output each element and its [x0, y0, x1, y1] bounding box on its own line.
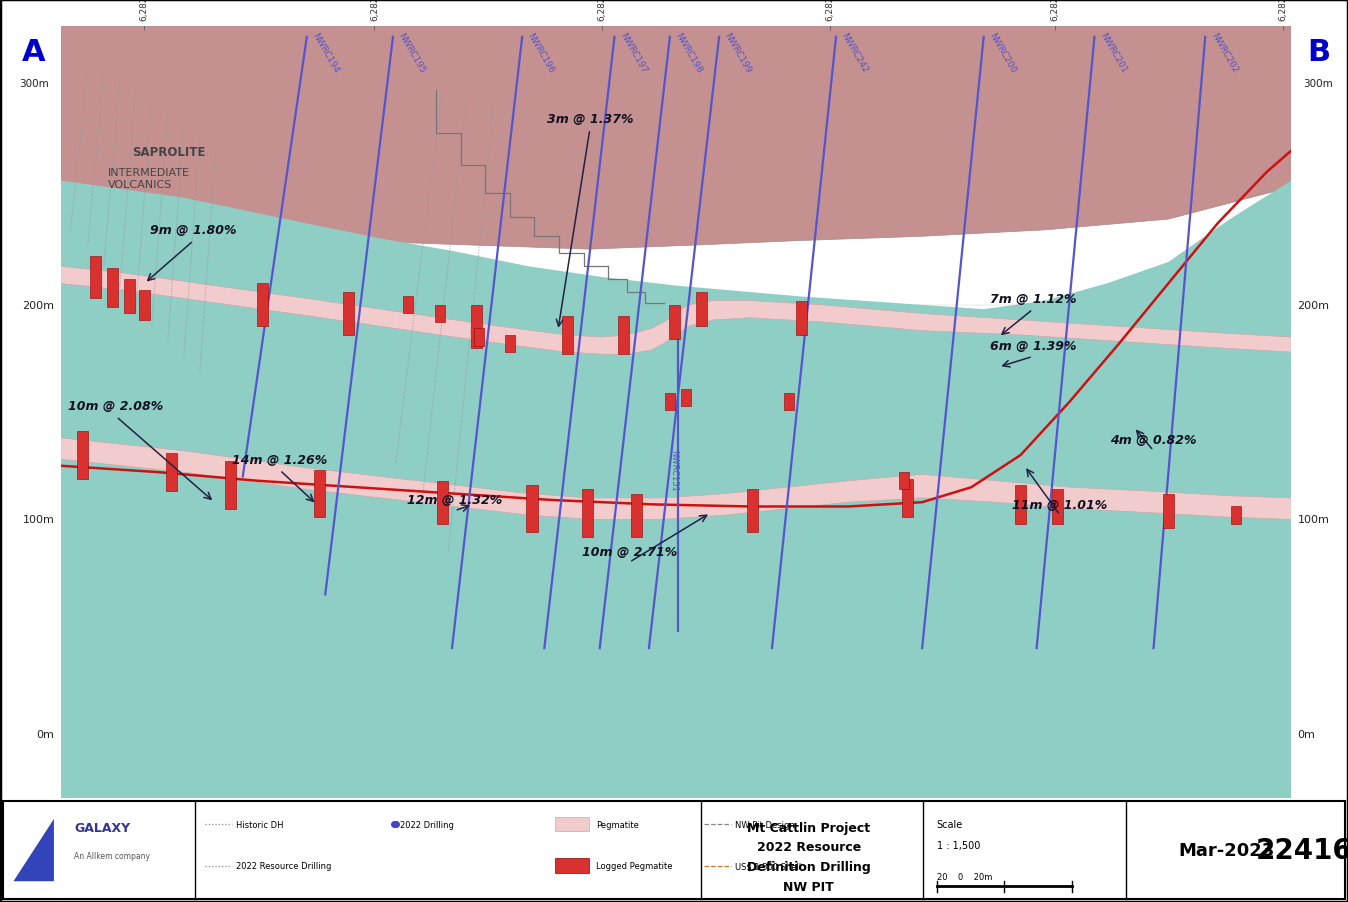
Bar: [1051, 490, 1064, 524]
Bar: [506, 336, 515, 353]
Text: US$ 1,500 Shell: US$ 1,500 Shell: [735, 861, 801, 870]
Text: SAPROLITE: SAPROLITE: [132, 145, 205, 159]
Text: Historic DH: Historic DH: [236, 820, 283, 829]
Bar: [555, 859, 589, 873]
Text: NW Pit Design: NW Pit Design: [735, 820, 794, 829]
Polygon shape: [61, 27, 1291, 250]
Text: 7m @ 1.12%: 7m @ 1.12%: [989, 292, 1076, 306]
Bar: [617, 317, 628, 354]
Text: 200m: 200m: [23, 300, 54, 310]
Text: NWRC201: NWRC201: [1099, 32, 1128, 74]
Text: INTERMEDIATE
VOLCANICS: INTERMEDIATE VOLCANICS: [108, 168, 190, 189]
Text: B: B: [1308, 38, 1330, 68]
Text: NWRC197: NWRC197: [619, 32, 648, 75]
Text: 6m @ 1.39%: 6m @ 1.39%: [989, 340, 1076, 353]
Text: NWRC200: NWRC200: [987, 32, 1018, 74]
Text: 11m @ 1.01%: 11m @ 1.01%: [1012, 498, 1108, 511]
Text: A: A: [22, 38, 46, 68]
Text: 4m @ 0.82%: 4m @ 0.82%: [1111, 434, 1197, 447]
Bar: [344, 292, 355, 336]
Polygon shape: [61, 438, 1291, 520]
Bar: [631, 494, 642, 537]
Text: NWRC194: NWRC194: [310, 32, 341, 74]
Bar: [225, 462, 236, 509]
Text: Definition Drilling: Definition Drilling: [747, 861, 871, 873]
Bar: [902, 479, 913, 518]
Text: NW PIT: NW PIT: [783, 880, 834, 893]
Text: NWRC198: NWRC198: [674, 32, 704, 75]
Text: 2022 Resource: 2022 Resource: [756, 841, 861, 853]
Text: NWRC151: NWRC151: [669, 450, 678, 492]
Bar: [1015, 485, 1026, 524]
Text: An Allkem company: An Allkem company: [74, 851, 150, 860]
Text: Mt Cattlin Project: Mt Cattlin Project: [747, 821, 871, 833]
Bar: [697, 292, 708, 327]
Bar: [139, 290, 150, 320]
Bar: [665, 393, 675, 410]
Bar: [681, 389, 690, 406]
Text: NWRC242: NWRC242: [840, 32, 869, 74]
Bar: [403, 297, 412, 314]
Bar: [527, 485, 538, 532]
Text: Scale: Scale: [937, 819, 962, 829]
Bar: [669, 306, 681, 340]
Text: 200m: 200m: [1298, 300, 1329, 310]
Bar: [257, 284, 268, 327]
Bar: [166, 454, 177, 492]
Text: 6,282,700mN: 6,282,700mN: [825, 0, 834, 21]
Text: 300m: 300m: [19, 78, 49, 88]
Bar: [89, 256, 101, 299]
Bar: [470, 306, 483, 348]
Text: 100m: 100m: [23, 515, 54, 525]
Text: NWRC199: NWRC199: [723, 32, 754, 75]
Text: Logged Pegmatite: Logged Pegmatite: [596, 861, 673, 870]
Text: 12m @ 1.32%: 12m @ 1.32%: [407, 494, 501, 507]
Text: NWRC196: NWRC196: [526, 32, 557, 75]
Bar: [555, 817, 589, 832]
Text: 100m: 100m: [1298, 515, 1329, 525]
Text: 224160: 224160: [1256, 836, 1348, 864]
Bar: [1231, 507, 1242, 524]
Text: GALAXY: GALAXY: [74, 821, 131, 833]
Text: NWRC195: NWRC195: [396, 32, 427, 75]
Text: 6,282,400mN: 6,282,400mN: [140, 0, 148, 21]
Bar: [437, 482, 448, 524]
Text: 0m: 0m: [1298, 729, 1316, 739]
Text: 6,282,600mN: 6,282,600mN: [597, 0, 607, 21]
Bar: [474, 329, 484, 346]
Bar: [124, 280, 135, 314]
Bar: [106, 269, 117, 308]
Text: NWRC202: NWRC202: [1209, 32, 1239, 74]
Text: 10m @ 2.08%: 10m @ 2.08%: [69, 400, 163, 413]
Bar: [1163, 494, 1174, 529]
Bar: [77, 432, 89, 479]
Bar: [314, 471, 325, 518]
Bar: [899, 473, 909, 490]
Polygon shape: [13, 819, 54, 881]
Bar: [562, 317, 573, 354]
Polygon shape: [61, 181, 1291, 798]
Text: 6,282,500mN: 6,282,500mN: [369, 0, 379, 21]
Text: 6,282,900mN: 6,282,900mN: [1278, 0, 1287, 21]
Text: 14m @ 1.26%: 14m @ 1.26%: [232, 453, 328, 466]
Text: 6,282,800mN: 6,282,800mN: [1050, 0, 1060, 21]
Text: 0m: 0m: [36, 729, 54, 739]
Text: 9m @ 1.80%: 9m @ 1.80%: [151, 224, 237, 237]
Text: Mar-2023: Mar-2023: [1178, 842, 1275, 859]
Bar: [747, 490, 758, 532]
Bar: [435, 306, 445, 323]
Text: 300m: 300m: [1304, 78, 1333, 88]
Text: 1 : 1,500: 1 : 1,500: [937, 840, 980, 850]
Bar: [582, 490, 593, 537]
Text: 3m @ 1.37%: 3m @ 1.37%: [547, 113, 634, 125]
Text: Pegmatite: Pegmatite: [596, 820, 639, 829]
Bar: [785, 393, 794, 410]
Bar: [797, 301, 807, 336]
Text: 20    0    20m: 20 0 20m: [937, 871, 992, 880]
Text: 10m @ 2.71%: 10m @ 2.71%: [581, 546, 677, 558]
Polygon shape: [61, 267, 1291, 354]
Text: 2022 Resource Drilling: 2022 Resource Drilling: [236, 861, 332, 870]
Text: 2022 Drilling: 2022 Drilling: [400, 820, 454, 829]
